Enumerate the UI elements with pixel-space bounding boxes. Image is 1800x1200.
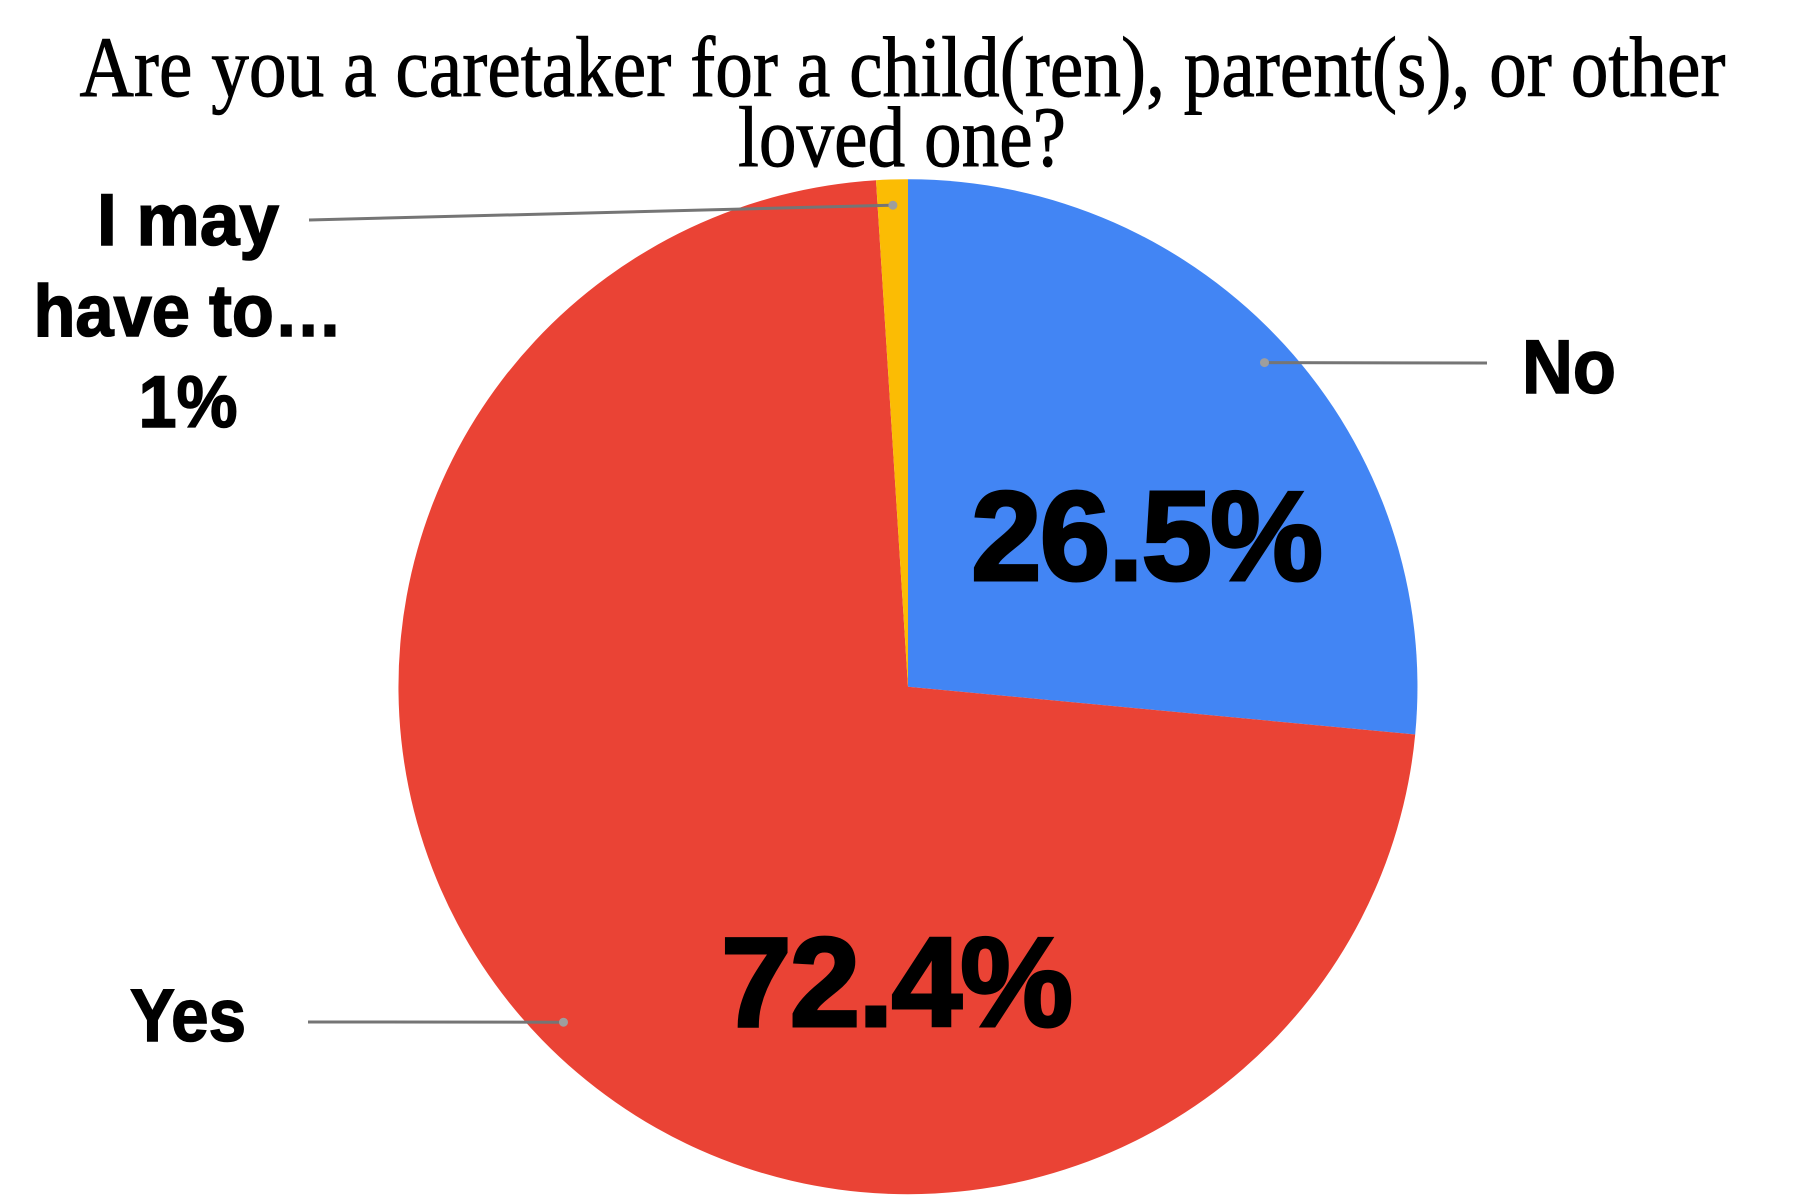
svg-text:I may: I may — [97, 180, 279, 261]
svg-text:26.5%: 26.5% — [971, 465, 1321, 607]
svg-text:72.4%: 72.4% — [721, 911, 1071, 1053]
svg-text:Are you a caretaker for a chil: Are you a caretaker for a child(ren), pa… — [80, 19, 1726, 115]
svg-text:Yes: Yes — [130, 974, 246, 1057]
svg-text:1%: 1% — [139, 362, 238, 443]
svg-text:loved one?: loved one? — [738, 89, 1066, 185]
svg-text:have to…: have to… — [34, 271, 343, 352]
svg-text:No: No — [1522, 325, 1616, 410]
